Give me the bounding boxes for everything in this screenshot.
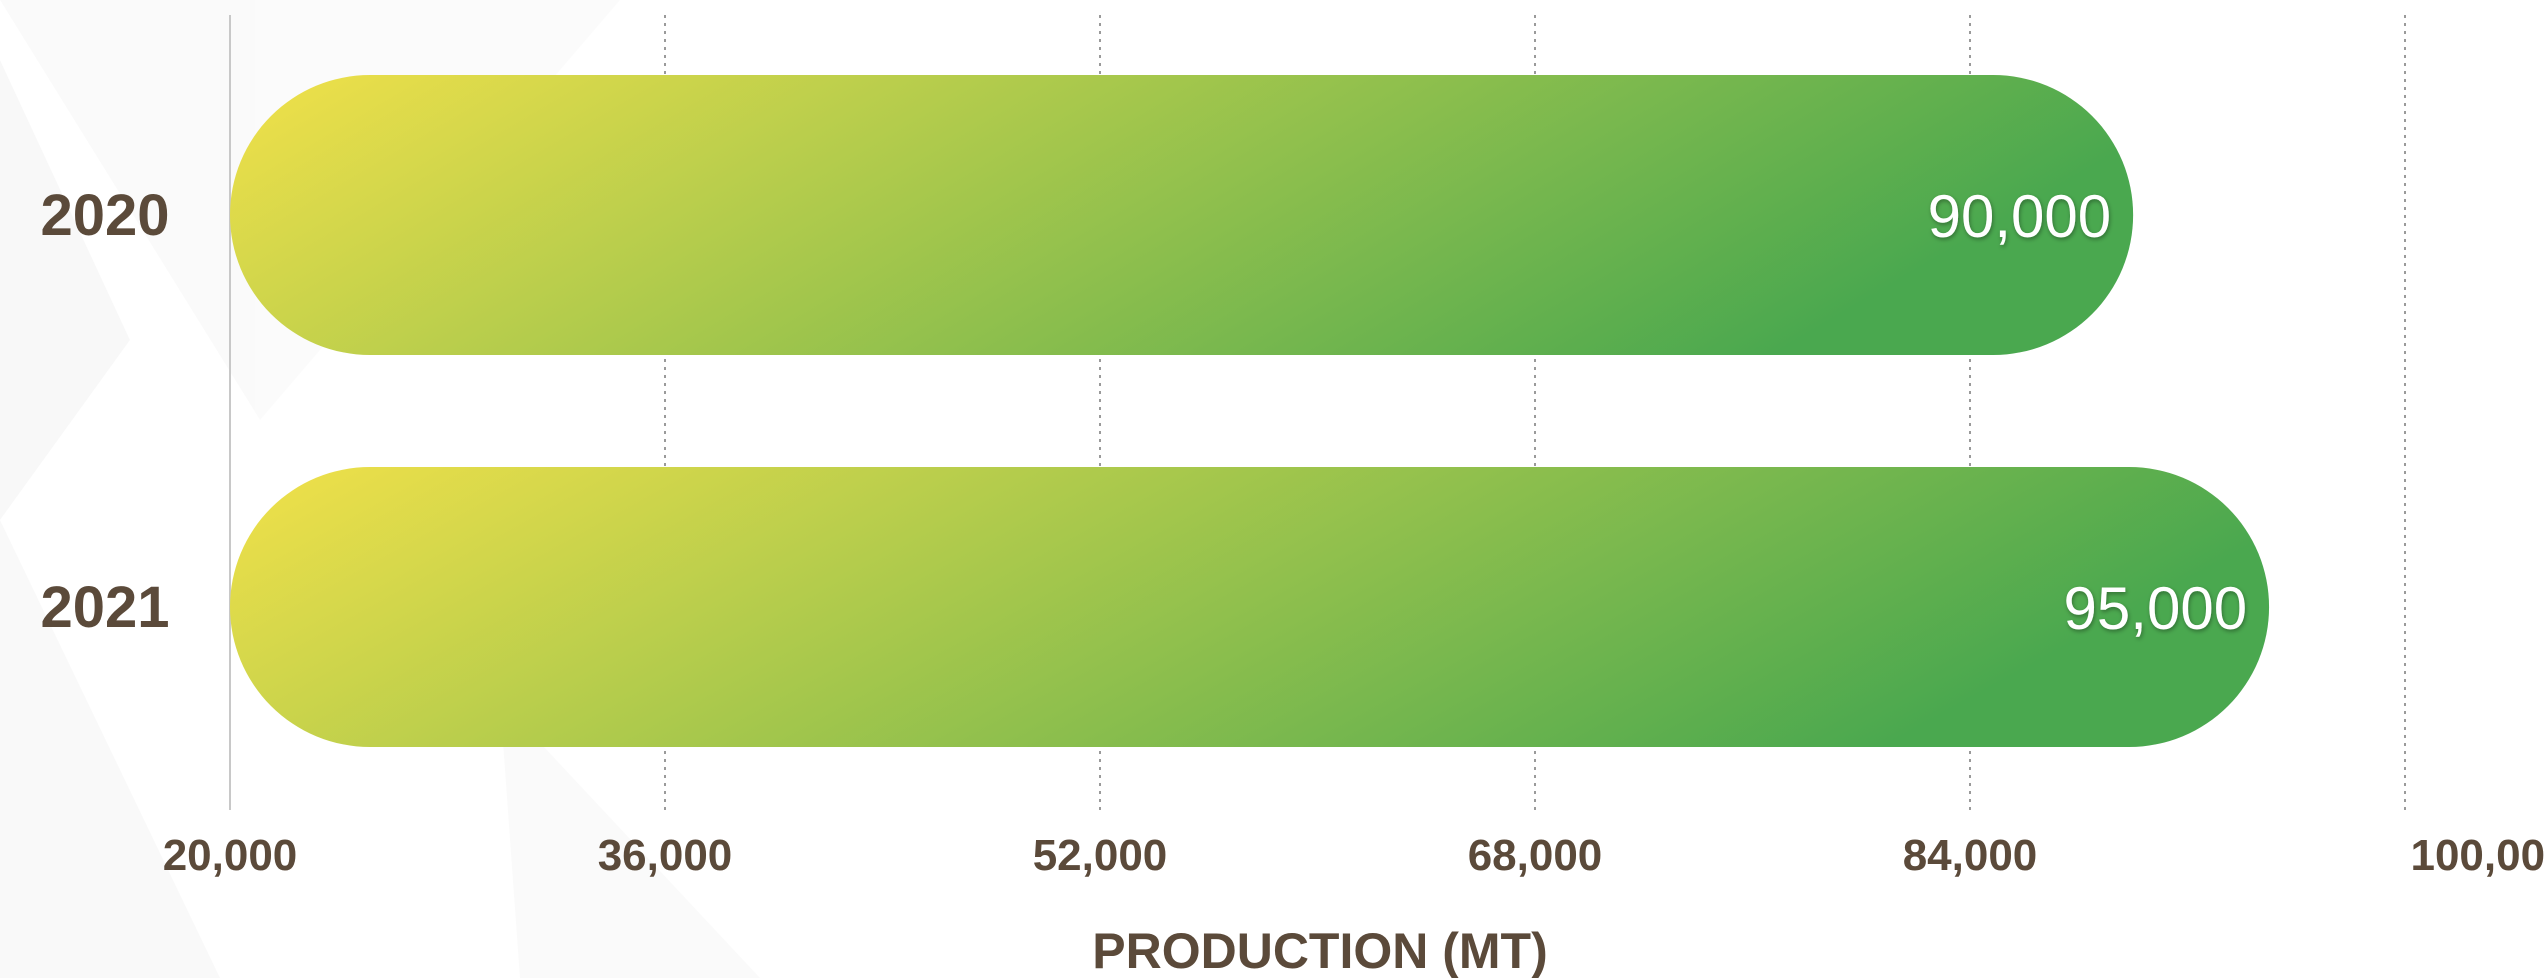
x-tick-label: 52,000 [1033,831,1168,880]
grid-lines [229,15,2406,810]
category-label: 2021 [40,575,169,640]
category-label: 2020 [40,183,169,248]
x-tick-label: 36,000 [598,831,733,880]
x-tick-label: 20,000 [163,831,298,880]
data-label: 95,000 [2064,575,2248,642]
category-labels: 2020 2021 [40,183,169,640]
bars: 90,000 95,000 [230,75,2270,747]
data-label: 90,000 [1928,183,2112,250]
bar-2020 [230,75,2134,355]
x-tick-label: 100,000 [2410,831,2546,880]
x-tick-label: 84,000 [1903,831,2038,880]
bar-2021 [230,467,2270,747]
x-tick-label: 68,000 [1468,831,1603,880]
x-axis-title: PRODUCTION (MT) [1092,923,1548,978]
x-axis-tick-labels: 20,000 36,000 52,000 68,000 84,000 100,000 [163,831,2546,880]
